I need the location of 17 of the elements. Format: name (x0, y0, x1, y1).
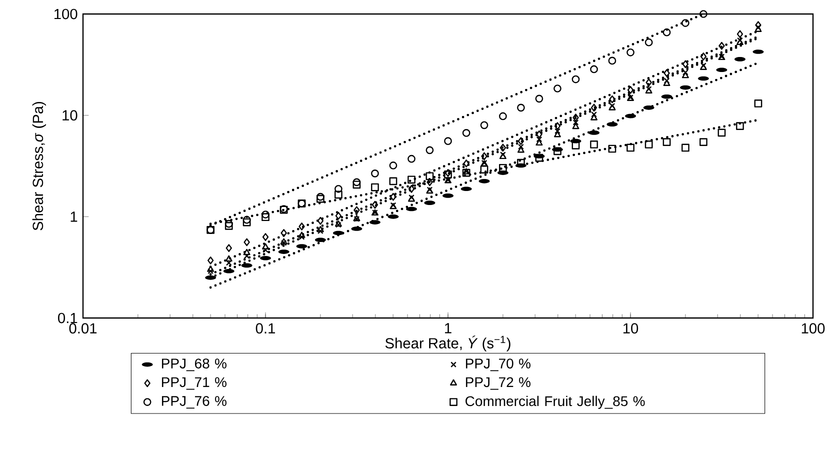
x-axis-title: Shear Rate, Ý (s$^{−1}$) (385, 336, 510, 352)
y-tick-label: 1 (70, 212, 78, 222)
x-tick-label: 10 (623, 323, 638, 334)
legend-label: PPJ_70 % (466, 358, 530, 372)
legend-label: PPJ_71 % (162, 377, 226, 390)
y-tick-label: 0.1 (58, 312, 78, 324)
x-tick-label: 0.1 (256, 323, 275, 334)
legend-label: PPJ_76 % (162, 396, 226, 409)
y-axis-title: Shear Stress,σ (Pa) (32, 102, 46, 230)
legend-label: PPJ_72 % (466, 377, 530, 390)
legend-label: PPJ_68 % (162, 358, 226, 372)
y-tick-label: 100 (54, 8, 78, 20)
x-tick-label: 1 (445, 323, 452, 334)
y-tick-label: 10 (62, 110, 78, 121)
x-tick-label: 0.01 (69, 323, 97, 334)
legend-label: Commercial Fruit Jelly_85 % (466, 396, 645, 409)
x-tick-label: 100 (802, 323, 825, 334)
